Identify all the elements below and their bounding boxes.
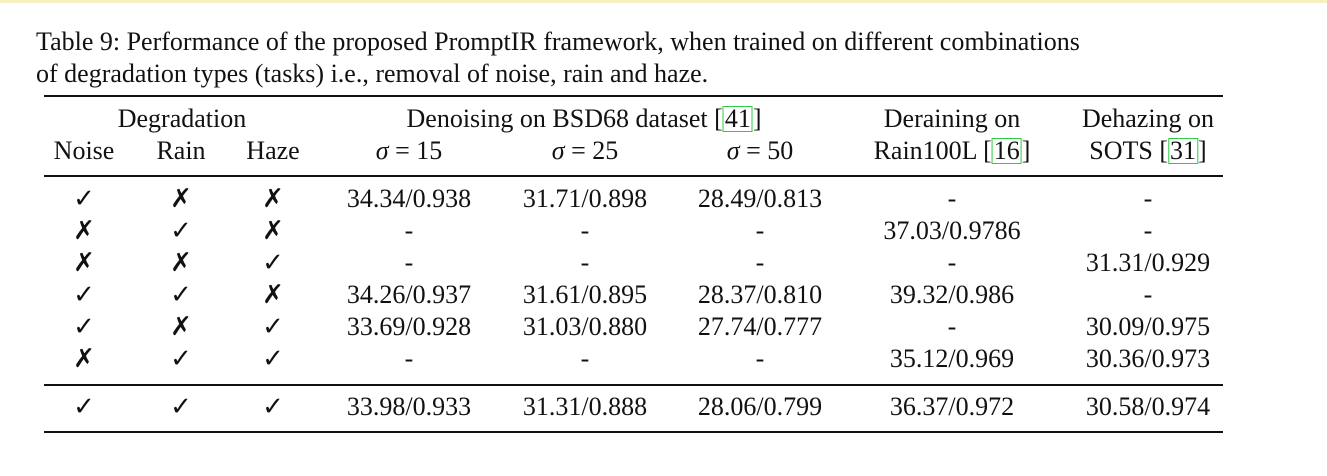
sigma-50-value: = 50	[739, 136, 794, 165]
header-dehazing-suffix: ]	[1198, 136, 1207, 165]
separator-rule	[44, 384, 1223, 386]
sigma-symbol: σ	[551, 136, 565, 165]
sigma15-score: -	[404, 216, 414, 245]
noise-mark: ✓	[73, 392, 95, 422]
header-deraining-suffix: ]	[1021, 136, 1031, 165]
sigma15-score: 34.26/0.937	[346, 280, 472, 309]
sigma50-score: 27.74/0.777	[697, 312, 823, 341]
header-sigma-15: σ = 15	[376, 136, 443, 166]
sigma-symbol: σ	[375, 136, 389, 165]
rain-mark: ✗	[170, 248, 192, 278]
noise-mark: ✓	[73, 280, 95, 310]
sigma25-score: -	[580, 248, 590, 277]
header-rule	[44, 175, 1223, 177]
header-degradation: Degradation	[117, 104, 247, 133]
sigma25-score: -	[580, 216, 590, 245]
derain-score: -	[947, 312, 957, 341]
sigma15-score: -	[404, 248, 414, 277]
sigma15-score: -	[404, 344, 414, 373]
derain-score: -	[947, 248, 957, 277]
sigma50-score: -	[755, 216, 765, 245]
noise-mark: ✗	[73, 248, 95, 278]
header-deraining-line1: Deraining on	[883, 104, 1021, 133]
header-denoising: Denoising on BSD68 dataset [41]	[407, 104, 762, 134]
header-noise: Noise	[53, 136, 115, 165]
derain-score: 37.03/0.9786	[883, 216, 1021, 245]
header-deraining-prefix: Rain100L [	[873, 136, 992, 165]
header-dehazing-line2: SOTS [31]	[1089, 136, 1206, 166]
header-rain: Rain	[156, 136, 206, 165]
derain-score: 35.12/0.969	[889, 344, 1015, 373]
derain-score: 36.37/0.972	[889, 392, 1015, 421]
rain-mark: ✗	[170, 312, 192, 342]
citation-link-31[interactable]: 31	[1168, 136, 1199, 165]
header-sigma-25: σ = 25	[552, 136, 619, 166]
top-highlight-line	[0, 0, 1327, 3]
haze-mark: ✓	[262, 248, 284, 278]
caption-line-2: of degradation types (tasks) i.e., remov…	[36, 59, 709, 88]
caption-line-1: Table 9: Performance of the proposed Pro…	[36, 27, 1080, 56]
table-caption: Table 9: Performance of the proposed Pro…	[36, 26, 1236, 90]
citation-link-16[interactable]: 16	[991, 136, 1022, 165]
header-dehazing-prefix: SOTS [	[1089, 136, 1169, 165]
rain-mark: ✓	[170, 216, 192, 246]
sigma15-score: 34.34/0.938	[346, 184, 472, 213]
derain-score: -	[947, 184, 957, 213]
derain-score: 39.32/0.986	[889, 280, 1015, 309]
header-sigma-50: σ = 50	[727, 136, 794, 166]
sigma-symbol: σ	[726, 136, 740, 165]
sigma25-score: 31.61/0.895	[522, 280, 648, 309]
header-denoising-suffix: ]	[752, 104, 762, 133]
sigma50-score: -	[755, 248, 765, 277]
haze-mark: ✗	[262, 216, 284, 246]
haze-mark: ✓	[262, 392, 284, 422]
top-rule	[44, 95, 1223, 97]
sigma-25-value: = 25	[564, 136, 619, 165]
rain-mark: ✓	[170, 280, 192, 310]
citation-link-41[interactable]: 41	[722, 104, 753, 133]
rain-mark: ✓	[170, 344, 192, 374]
sigma15-score: 33.98/0.933	[346, 392, 472, 421]
header-deraining-line2: Rain100L [16]	[874, 136, 1031, 166]
noise-mark: ✓	[73, 312, 95, 342]
haze-mark: ✗	[262, 280, 284, 310]
noise-mark: ✓	[73, 184, 95, 214]
dehaze-score: 30.36/0.973	[1085, 344, 1211, 373]
sigma50-score: 28.49/0.813	[697, 184, 823, 213]
sigma50-score: -	[755, 344, 765, 373]
dehaze-score: 30.58/0.974	[1085, 392, 1211, 421]
sigma50-score: 28.06/0.799	[697, 392, 823, 421]
dehaze-score: 30.09/0.975	[1085, 312, 1211, 341]
sigma25-score: 31.71/0.898	[522, 184, 648, 213]
haze-mark: ✓	[262, 344, 284, 374]
dehaze-score: -	[1143, 280, 1153, 309]
noise-mark: ✗	[73, 344, 95, 374]
sigma-15-value: = 15	[388, 136, 443, 165]
dehaze-score: -	[1143, 184, 1153, 213]
haze-mark: ✓	[262, 312, 284, 342]
bottom-rule	[44, 431, 1223, 433]
dehaze-score: 31.31/0.929	[1085, 248, 1211, 277]
rain-mark: ✓	[170, 392, 192, 422]
header-denoising-prefix: Denoising on BSD68 dataset [	[406, 104, 723, 133]
sigma15-score: 33.69/0.928	[346, 312, 472, 341]
sigma25-score: -	[580, 344, 590, 373]
header-dehazing-line1: Dehazing on	[1081, 104, 1215, 133]
haze-mark: ✗	[262, 184, 284, 214]
rain-mark: ✗	[170, 184, 192, 214]
sigma25-score: 31.31/0.888	[522, 392, 648, 421]
sigma25-score: 31.03/0.880	[522, 312, 648, 341]
dehaze-score: -	[1143, 216, 1153, 245]
noise-mark: ✗	[73, 216, 95, 246]
sigma50-score: 28.37/0.810	[697, 280, 823, 309]
header-haze: Haze	[246, 136, 300, 165]
